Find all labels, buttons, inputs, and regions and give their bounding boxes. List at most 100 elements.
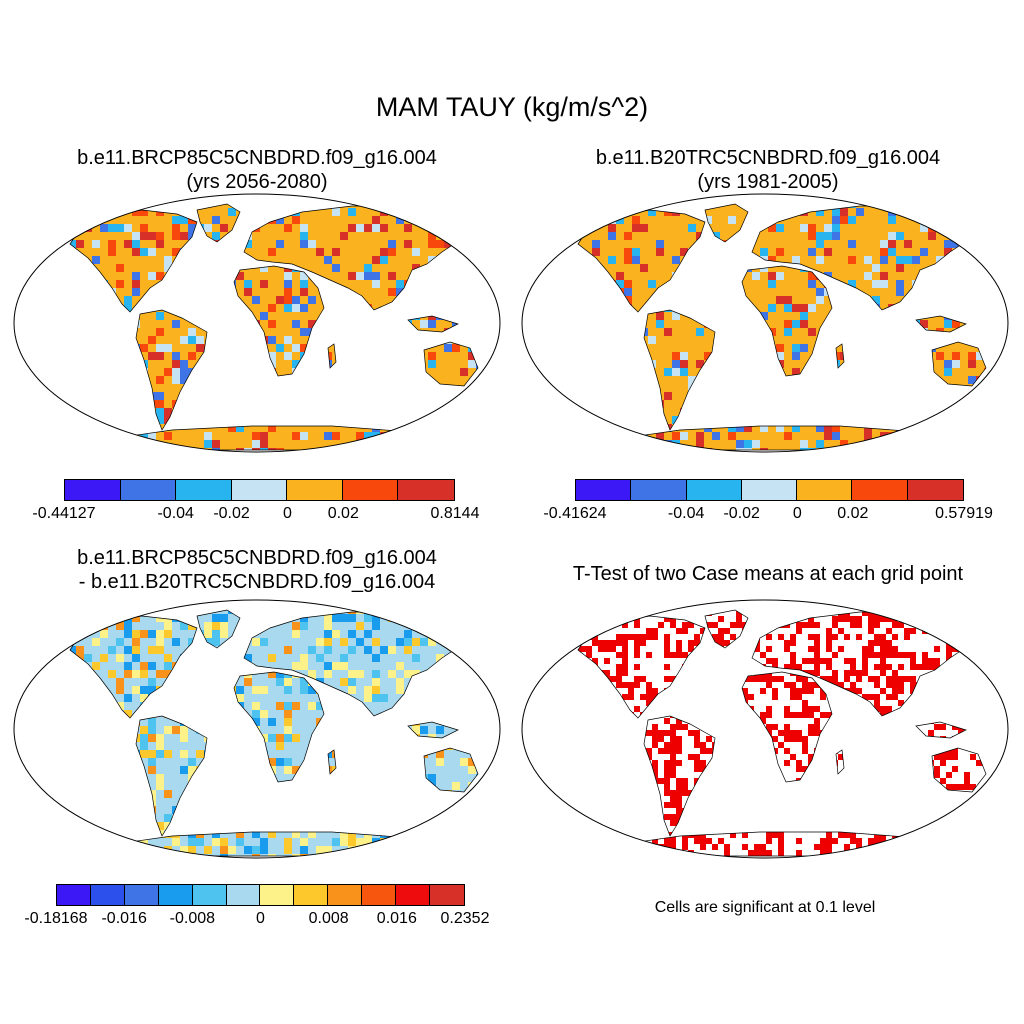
colorbar-tick-label: -0.016 (101, 910, 146, 928)
colorbar-tick-label: 0 (283, 505, 292, 523)
colorbar-tick-label: -0.18168 (24, 910, 87, 928)
colorbar-tick-label: -0.41624 (543, 505, 606, 523)
colorbar-tick-label: -0.04 (668, 505, 704, 523)
colorbar-tick-label: 0.02 (837, 505, 868, 523)
colorbar-swatch (362, 885, 397, 905)
landmass-australia (423, 747, 479, 793)
colorbar-3-labels: -0.18168 -0.016 -0.008 0 0.008 0.016 0.2352 (24, 910, 489, 932)
colorbar-swatch (226, 885, 261, 905)
landmass-madagascar (327, 343, 337, 369)
colorbar-swatch (328, 885, 363, 905)
colorbar-swatch (907, 480, 963, 500)
colorbar-swatch (429, 885, 464, 905)
landmass-madagascar (327, 749, 337, 775)
panel-3-title-line2: - b.e11.B20TRC5CNBDRD.f09_g16.004 (22, 570, 492, 594)
colorbar-swatch (158, 885, 193, 905)
colorbar-swatch (686, 480, 742, 500)
landmass-greenland (704, 203, 749, 243)
landmass-eurasia (751, 611, 976, 717)
landmass-madagascar (835, 749, 845, 775)
landmass-africa (233, 671, 325, 783)
colorbar-tick-label: 0.02 (328, 505, 359, 523)
significance-note: Cells are significant at 0.1 level (560, 899, 970, 917)
colorbar-swatch (797, 480, 853, 500)
landmass-greenland (704, 609, 749, 649)
colorbar-2 (575, 479, 964, 501)
landmass-eurasia (243, 611, 468, 717)
colorbar-tick-label: -0.02 (213, 505, 249, 523)
map-panel-3 (13, 599, 501, 859)
landmass-africa (741, 265, 833, 377)
landmass-greenland (196, 203, 241, 243)
landmass-south-america (643, 715, 716, 837)
colorbar-swatch (176, 480, 232, 500)
colorbar-swatch (631, 480, 687, 500)
landmass-greenland (196, 609, 241, 649)
colorbar-swatch (576, 480, 632, 500)
landmass-south-america (135, 715, 208, 837)
colorbar-swatch (192, 885, 227, 905)
colorbar-swatch (57, 885, 91, 905)
landmass-south-america (643, 309, 716, 431)
map-border (521, 599, 1009, 859)
landmass-eurasia (243, 205, 468, 311)
colorbar-tick-label: -0.008 (170, 910, 215, 928)
panel-1-title-line2: (yrs 2056-2080) (22, 170, 492, 194)
colorbar-tick-label: 0.008 (309, 910, 349, 928)
panel-3-title-line1: b.e11.BRCP85C5CNBDRD.f09_g16.004 (22, 546, 492, 570)
landmass-south-america (135, 309, 208, 431)
colorbar-tick-label: 0.57919 (935, 505, 993, 523)
colorbar-tick-label: -0.02 (723, 505, 759, 523)
colorbar-swatch (231, 480, 288, 500)
colorbar-swatch (741, 480, 798, 500)
panel-3-title: b.e11.BRCP85C5CNBDRD.f09_g16.004 - b.e11… (22, 546, 492, 594)
colorbar-swatch (852, 480, 908, 500)
landmass-eurasia (751, 205, 976, 311)
colorbar-tick-label: -0.04 (157, 505, 193, 523)
colorbar-swatch (124, 885, 159, 905)
panel-2-title: b.e11.B20TRC5CNBDRD.f09_g16.004 (yrs 198… (533, 146, 1003, 194)
panel-4-title-line1: T-Test of two Case means at each grid po… (533, 562, 1003, 586)
landmass-indonesia (407, 315, 459, 333)
map-panel-4 (521, 599, 1009, 859)
colorbar-swatch (294, 885, 329, 905)
colorbar-tick-label: 0.016 (377, 910, 417, 928)
colorbar-swatch (342, 480, 399, 500)
landmass-africa (741, 671, 833, 783)
colorbar-swatch (260, 885, 295, 905)
colorbar-tick-label: 0 (793, 505, 802, 523)
colorbar-1-labels: -0.44127 -0.04 -0.02 0 0.02 0.8144 (32, 505, 479, 527)
map-border (13, 599, 501, 859)
colorbar-swatch (287, 480, 343, 500)
landmass-africa (233, 265, 325, 377)
landmass-australia (931, 747, 987, 793)
panel-4-title: T-Test of two Case means at each grid po… (533, 562, 1003, 586)
landmass-madagascar (835, 343, 845, 369)
colorbar-1 (64, 479, 455, 501)
landmass-indonesia (915, 721, 967, 739)
colorbar-swatch (398, 480, 454, 500)
colorbar-3 (56, 884, 465, 906)
colorbar-tick-label: 0.2352 (441, 910, 490, 928)
landmass-indonesia (407, 721, 459, 739)
map-border (13, 193, 501, 453)
colorbar-tick-label: 0.8144 (431, 505, 480, 523)
colorbar-tick-label: -0.44127 (32, 505, 95, 523)
map-panel-1 (13, 193, 501, 453)
colorbar-swatch (65, 480, 121, 500)
panel-1-title-line1: b.e11.BRCP85C5CNBDRD.f09_g16.004 (22, 146, 492, 170)
colorbar-2-labels: -0.41624 -0.04 -0.02 0 0.02 0.57919 (543, 505, 993, 527)
landmass-australia (931, 341, 987, 387)
map-border (521, 193, 1009, 453)
landmass-australia (423, 341, 479, 387)
colorbar-tick-label: 0 (256, 910, 265, 928)
main-title: MAM TAUY (kg/m/s^2) (0, 92, 1024, 123)
panel-2-title-line1: b.e11.B20TRC5CNBDRD.f09_g16.004 (533, 146, 1003, 170)
panel-1-title: b.e11.BRCP85C5CNBDRD.f09_g16.004 (yrs 20… (22, 146, 492, 194)
map-panel-2 (521, 193, 1009, 453)
colorbar-swatch (396, 885, 430, 905)
panel-2-title-line2: (yrs 1981-2005) (533, 170, 1003, 194)
landmass-indonesia (915, 315, 967, 333)
colorbar-swatch (90, 885, 125, 905)
colorbar-swatch (120, 480, 177, 500)
